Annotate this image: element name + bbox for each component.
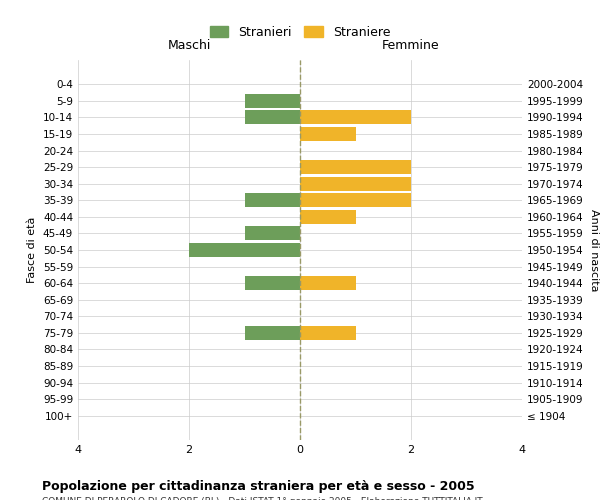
Bar bbox=[245, 276, 300, 290]
Bar bbox=[245, 226, 300, 240]
Bar bbox=[300, 210, 355, 224]
Bar bbox=[300, 176, 411, 191]
Y-axis label: Anni di nascita: Anni di nascita bbox=[589, 209, 599, 291]
Text: Maschi: Maschi bbox=[167, 40, 211, 52]
Text: Femmine: Femmine bbox=[382, 40, 440, 52]
Bar bbox=[300, 326, 355, 340]
Text: Popolazione per cittadinanza straniera per età e sesso - 2005: Popolazione per cittadinanza straniera p… bbox=[42, 480, 475, 493]
Text: COMUNE DI PERAROLO DI CADORE (BL) - Dati ISTAT 1° gennaio 2005 - Elaborazione TU: COMUNE DI PERAROLO DI CADORE (BL) - Dati… bbox=[42, 498, 482, 500]
Bar bbox=[245, 110, 300, 124]
Bar bbox=[245, 194, 300, 207]
Legend: Stranieri, Straniere: Stranieri, Straniere bbox=[205, 20, 395, 44]
Bar bbox=[300, 127, 355, 141]
Y-axis label: Fasce di età: Fasce di età bbox=[28, 217, 37, 283]
Bar bbox=[300, 194, 411, 207]
Bar bbox=[189, 243, 300, 257]
Bar bbox=[245, 326, 300, 340]
Bar bbox=[300, 110, 411, 124]
Bar bbox=[300, 160, 411, 174]
Bar bbox=[245, 94, 300, 108]
Bar bbox=[300, 276, 355, 290]
